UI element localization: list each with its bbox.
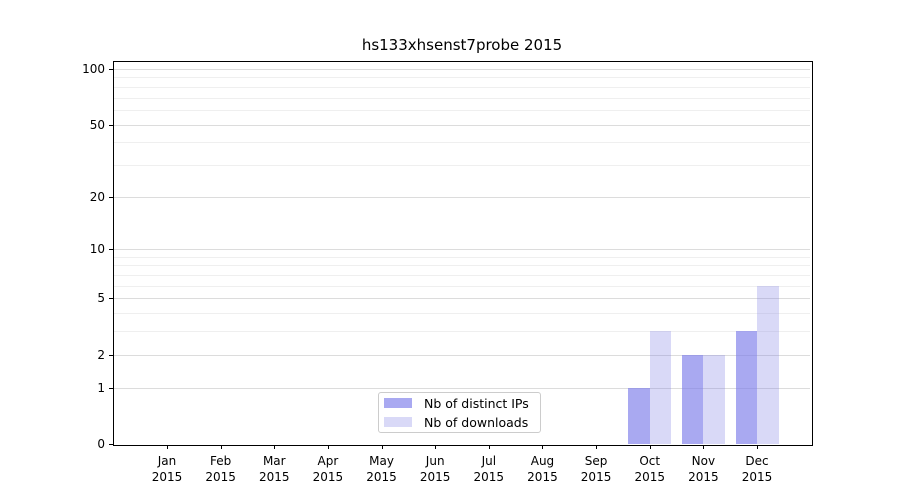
x-tick	[435, 445, 437, 449]
x-tick	[327, 445, 329, 449]
y-tick-label: 0	[97, 437, 105, 451]
y-tick-label: 50	[89, 117, 105, 132]
x-tick	[596, 445, 598, 449]
y-tick	[109, 249, 113, 251]
y-gridline	[114, 249, 810, 251]
y-tick	[109, 196, 113, 198]
y-gridline-minor	[114, 275, 810, 277]
x-tick	[167, 445, 168, 449]
y-tick	[109, 444, 113, 445]
x-tick-label: Apr 2015	[312, 454, 344, 484]
x-tick	[757, 445, 758, 449]
y-gridline-minor	[114, 86, 810, 88]
y-tick	[109, 298, 113, 300]
x-tick-label: Nov 2015	[688, 454, 719, 484]
legend-label-distinct-ips: Nb of distinct IPs	[424, 395, 529, 411]
y-gridline-minor	[114, 109, 810, 111]
x-tick-label: Jun 2015	[419, 454, 451, 484]
legend-item-downloads: Nb of downloads	[384, 414, 540, 431]
x-tick	[703, 445, 705, 449]
y-gridline	[114, 298, 810, 300]
y-gridline-minor	[114, 285, 810, 287]
y-gridline-minor	[114, 97, 810, 99]
y-gridline	[114, 354, 810, 356]
x-tick-label: Jul 2015	[473, 454, 505, 484]
bar-distinct-ips	[681, 354, 704, 444]
legend-item-distinct-ips: Nb of distinct IPs	[384, 395, 540, 412]
x-tick-label: May 2015	[366, 454, 397, 484]
x-tick-label: Oct 2015	[634, 454, 665, 484]
legend-swatch-distinct-ips	[384, 398, 412, 408]
x-tick-label: Mar 2015	[258, 454, 290, 484]
y-tick	[109, 69, 113, 70]
bar-downloads	[703, 354, 725, 444]
y-gridline	[114, 387, 810, 389]
y-gridline-minor	[114, 142, 810, 144]
bar-downloads	[757, 285, 779, 444]
y-gridline	[114, 69, 810, 70]
y-tick-label: 100	[82, 62, 105, 76]
x-tick-label: Feb 2015	[205, 454, 236, 484]
y-gridline-minor	[114, 77, 810, 79]
y-tick-label: 1	[97, 380, 105, 395]
chart-title: hs133xhsenst7probe 2015	[361, 36, 563, 54]
x-tick	[381, 445, 383, 449]
y-gridline	[114, 196, 810, 198]
y-tick	[109, 387, 113, 389]
y-tick-label: 2	[97, 347, 105, 362]
y-tick-label: 20	[89, 189, 105, 204]
y-gridline-minor	[114, 256, 810, 258]
bar-distinct-ips	[735, 331, 757, 444]
x-tick	[274, 445, 276, 449]
y-gridline-minor	[114, 164, 810, 166]
x-tick-label: Sep 2015	[580, 454, 612, 484]
y-tick-label: 5	[97, 291, 105, 306]
y-tick	[109, 124, 113, 126]
y-gridline	[114, 124, 810, 126]
legend: Nb of distinct IPs Nb of downloads	[378, 392, 541, 433]
x-tick	[488, 445, 490, 449]
y-tick-label: 10	[89, 242, 105, 257]
legend-swatch-downloads	[384, 417, 412, 427]
y-tick	[109, 354, 113, 356]
x-tick-label: Jan 2015	[151, 454, 183, 484]
bar-distinct-ips	[628, 387, 650, 444]
x-tick-label: Dec 2015	[741, 454, 773, 484]
x-tick	[220, 445, 222, 449]
legend-label-downloads: Nb of downloads	[424, 414, 529, 430]
y-gridline-minor	[114, 331, 810, 333]
x-tick	[649, 445, 651, 449]
bar-downloads	[649, 331, 672, 444]
x-tick	[542, 445, 544, 449]
x-tick-label: Aug 2015	[527, 454, 558, 484]
y-gridline-minor	[114, 265, 810, 267]
y-gridline-minor	[114, 313, 810, 315]
